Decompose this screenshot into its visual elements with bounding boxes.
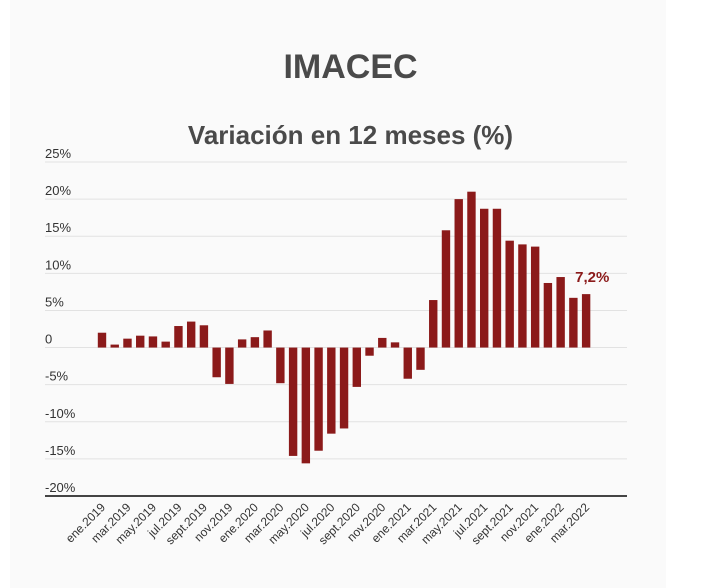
annotation-label: 7,2%: [575, 269, 609, 286]
bar: [556, 277, 565, 348]
y-tick-label: 5%: [45, 294, 64, 309]
bar: [148, 336, 158, 348]
bar: [581, 294, 591, 348]
bar: [110, 344, 119, 348]
bar: [441, 230, 451, 348]
bar: [492, 208, 502, 348]
bar: [569, 297, 578, 348]
bar: [161, 341, 170, 348]
bar: [327, 347, 336, 434]
bar: [378, 337, 387, 348]
y-tick-label: 0: [45, 332, 52, 347]
bar: [467, 191, 476, 348]
bar: [518, 244, 527, 348]
bar: [288, 347, 298, 456]
y-tick-label: -20%: [45, 480, 76, 495]
bar: [454, 199, 463, 348]
y-tick-label: -5%: [45, 369, 69, 384]
bar: [250, 337, 260, 348]
bar: [403, 347, 412, 379]
bar: [199, 325, 209, 348]
bar: [390, 342, 400, 348]
y-tick-label: 10%: [45, 257, 71, 272]
bar: [352, 347, 361, 387]
bar: [543, 282, 553, 348]
bar: [429, 300, 438, 348]
y-tick-label: -10%: [45, 406, 76, 421]
y-tick-label: -15%: [45, 443, 76, 458]
bar: [505, 240, 514, 348]
bar: [97, 332, 107, 348]
bar: [314, 347, 323, 451]
bar: [237, 339, 247, 348]
bar: [416, 347, 425, 370]
bar: [225, 347, 234, 384]
bar: [263, 330, 272, 348]
bar: [530, 246, 540, 348]
y-tick-label: 20%: [45, 183, 71, 198]
bar: [301, 347, 311, 464]
y-tick-label: 25%: [45, 146, 71, 161]
bar: [480, 208, 489, 348]
bar: [136, 335, 145, 348]
bar: [123, 338, 132, 348]
bar: [276, 347, 285, 384]
bar: [339, 347, 349, 429]
y-tick-label: 15%: [45, 220, 71, 235]
chart-title: IMACEC: [283, 48, 418, 86]
bar: [174, 326, 183, 348]
bar: [365, 347, 374, 356]
bar: [212, 347, 221, 378]
bar: [186, 321, 196, 348]
chart-subtitle: Variación en 12 meses (%): [187, 120, 514, 150]
